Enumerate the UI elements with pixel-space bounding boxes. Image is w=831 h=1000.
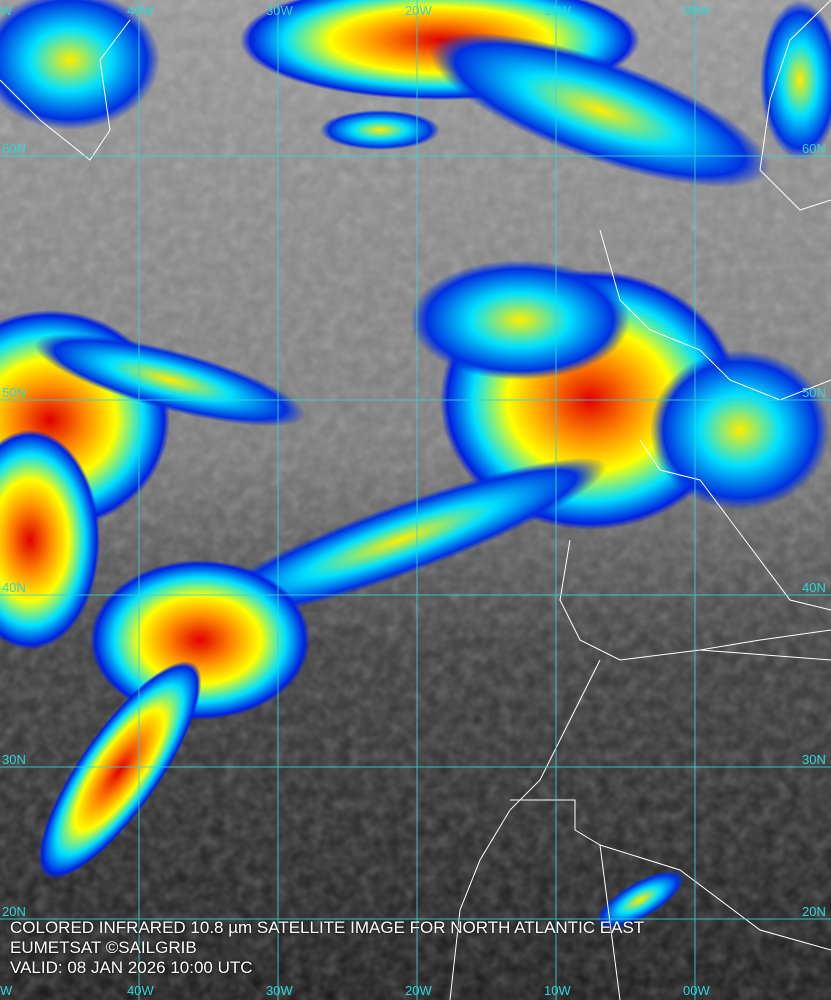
longitude-label: 30W xyxy=(266,3,293,18)
longitude-label: 30W xyxy=(266,983,293,998)
edge-longitude-label: W xyxy=(0,983,13,998)
latitude-label: 50N xyxy=(2,385,26,400)
latitude-label: 60N xyxy=(802,141,826,156)
latitude-label: 30N xyxy=(802,752,826,767)
edge-longitude-label: W xyxy=(0,3,13,18)
latitude-label: 60N xyxy=(2,141,26,156)
longitude-label: 20W xyxy=(405,983,432,998)
longitude-label: 00W xyxy=(683,983,710,998)
longitude-label: 20W xyxy=(405,3,432,18)
caption-valid-time: VALID: 08 JAN 2026 10:00 UTC xyxy=(10,958,253,977)
longitude-label: 10W xyxy=(544,983,571,998)
caption-credit: EUMETSAT ©SAILGRIB xyxy=(10,938,197,957)
latitude-label: 30N xyxy=(2,752,26,767)
latitude-label: 40N xyxy=(2,580,26,595)
latitude-label: 50N xyxy=(802,385,826,400)
longitude-label: 40W xyxy=(127,3,154,18)
latitude-label: 20N xyxy=(2,904,26,919)
cloud-systems xyxy=(0,0,831,930)
caption-title: COLORED INFRARED 10.8 µm SATELLITE IMAGE… xyxy=(10,918,645,937)
latitude-label: 20N xyxy=(802,904,826,919)
longitude-label: 00W xyxy=(683,3,710,18)
longitude-label: 10W xyxy=(544,3,571,18)
latitude-label: 40N xyxy=(802,580,826,595)
image-caption: COLORED INFRARED 10.8 µm SATELLITE IMAGE… xyxy=(10,918,644,978)
longitude-label: 40W xyxy=(127,983,154,998)
